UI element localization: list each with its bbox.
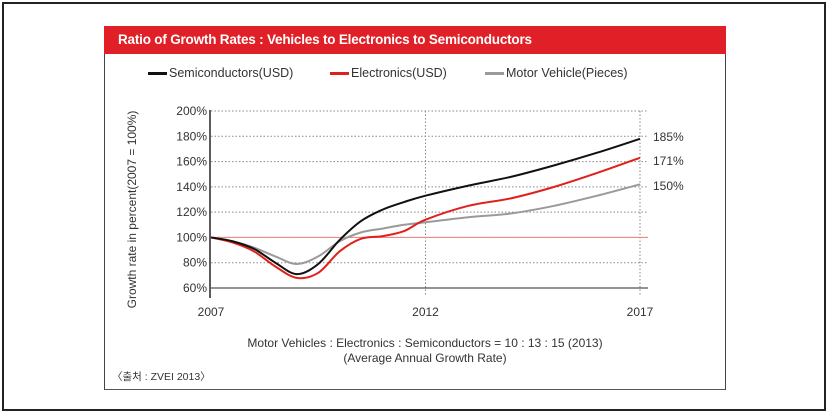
y-tick-label: 80% xyxy=(183,256,207,270)
chart-header: Ratio of Growth Rates : Vehicles to Elec… xyxy=(104,26,726,54)
series-line-electronics xyxy=(210,156,641,280)
source-note: 〈출처 : ZVEI 2013〉 xyxy=(112,371,211,383)
y-axis-title: Growth rate in percent(2007 = 100%) xyxy=(125,111,139,309)
chart-panel xyxy=(104,26,726,390)
x-tick-label: 2007 xyxy=(198,305,225,319)
legend-swatch-semiconductors xyxy=(148,71,167,75)
x-tick-label: 2017 xyxy=(627,305,654,319)
y-tick-label: 160% xyxy=(176,155,207,169)
y-tick-label: 180% xyxy=(176,129,207,143)
legend-label: Electronics(USD) xyxy=(351,66,447,80)
end-value-label: 171% xyxy=(653,154,684,168)
legend-swatch-motor-vehicle xyxy=(485,71,504,75)
y-tick-label: 120% xyxy=(176,205,207,219)
y-tick-label: 200% xyxy=(176,104,207,118)
y-tick-label: 140% xyxy=(176,180,207,194)
x-tick-label: 2012 xyxy=(412,305,439,319)
end-value-label: 185% xyxy=(653,130,684,144)
chart-title: Ratio of Growth Rates : Vehicles to Elec… xyxy=(118,32,532,47)
series-line-motor-vehicle xyxy=(210,183,641,265)
legend: Semiconductors(USD) Electronics(USD) Mot… xyxy=(0,66,832,82)
annotation-subtitle: (Average Annual Growth Rate) xyxy=(343,351,507,365)
legend-item-motor-vehicle: Motor Vehicle(Pieces) xyxy=(485,66,628,80)
legend-swatch-electronics xyxy=(330,71,349,75)
outer-frame xyxy=(2,2,826,411)
legend-label: Motor Vehicle(Pieces) xyxy=(506,66,628,80)
legend-item-electronics: Electronics(USD) xyxy=(330,66,447,80)
series-line-semiconductors xyxy=(210,137,641,276)
annotation-ratio: Motor Vehicles : Electronics : Semicondu… xyxy=(247,336,603,350)
legend-label: Semiconductors(USD) xyxy=(169,66,294,80)
y-tick-label: 100% xyxy=(176,230,207,244)
legend-item-semiconductors: Semiconductors(USD) xyxy=(148,66,293,80)
end-value-label: 150% xyxy=(653,179,684,193)
y-tick-label: 60% xyxy=(183,281,207,295)
